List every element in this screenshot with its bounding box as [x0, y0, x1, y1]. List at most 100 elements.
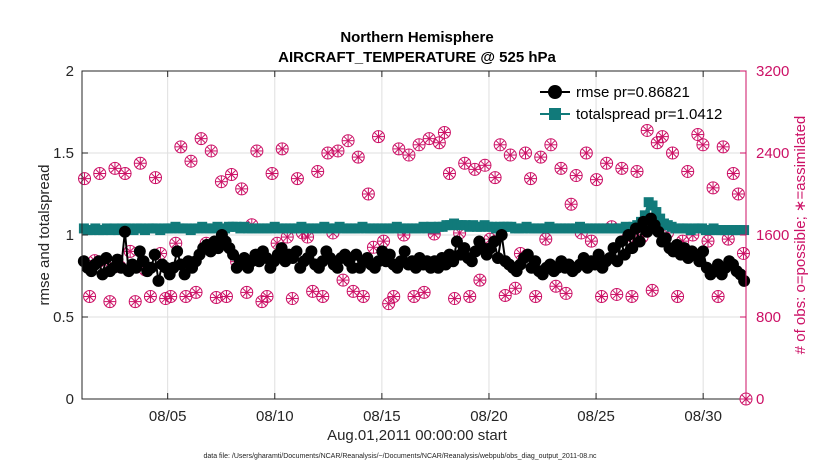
obs-assimilated-marker-stroke: [85, 291, 95, 302]
y2-axis-label: # of obs: o=possible; ∗=assimilated: [792, 116, 809, 355]
obs-assimilated-marker-stroke: [384, 299, 394, 309]
obs-assimilated-marker-stroke: [404, 150, 414, 160]
obs-assimilated-marker: [423, 132, 436, 145]
obs-assimilated-marker: [413, 138, 426, 151]
obs-assimilated-marker-stroke: [287, 293, 297, 304]
obs-assimilated-marker: [701, 235, 714, 248]
y-tick-label: 2: [66, 63, 74, 80]
obs-assimilated-marker: [549, 280, 562, 293]
rmse-point: [118, 225, 131, 238]
obs-assimilated-marker: [392, 142, 405, 155]
obs-assimilated-marker-stroke: [708, 183, 718, 193]
obs-assimilated-marker-stroke: [166, 291, 176, 302]
obs-assimilated-marker-stroke: [363, 189, 373, 199]
obs-assimilated-marker-stroke: [292, 174, 303, 184]
rmse-point: [633, 235, 646, 248]
obs-assimilated-marker: [560, 287, 573, 300]
obs-assimilated-marker-stroke: [657, 132, 667, 142]
obs-assimilated-marker-stroke: [313, 166, 323, 177]
obs-assimilated-marker-stroke: [358, 291, 368, 302]
obs-assimilated-marker: [321, 147, 334, 159]
legend-spread-label: totalspread pr=1.0412: [576, 106, 722, 123]
obs-assimilated-marker-stroke: [378, 236, 389, 246]
obs-assimilated-marker: [656, 130, 669, 143]
obs-assimilated-marker-stroke: [500, 290, 510, 301]
x-tick-label: 08/10: [256, 408, 294, 425]
rmse-point: [697, 245, 710, 258]
obs-assimilated-marker: [732, 188, 745, 200]
x-tick-label: 08/20: [470, 408, 508, 425]
obs-assimilated-marker-stroke: [460, 158, 470, 168]
obs-assimilated-marker: [103, 295, 116, 308]
obs-assimilated-marker-stroke: [475, 275, 485, 285]
obs-assimilated-marker: [504, 149, 517, 162]
rmse-point: [465, 255, 478, 268]
obs-assimilated-marker-stroke: [495, 140, 505, 150]
obs-assimilated-marker-stroke: [439, 127, 450, 138]
obs-assimilated-marker: [570, 169, 583, 182]
obs-assimilated-marker-stroke: [135, 158, 145, 168]
rmse-point: [495, 229, 508, 241]
obs-assimilated-marker: [311, 165, 324, 178]
obs-assimilated-marker-stroke: [95, 168, 105, 179]
obs-assimilated-marker-stroke: [176, 142, 186, 152]
obs-assimilated-marker: [408, 290, 420, 303]
axes: 08/05 08/10 08/15 08/20 08/25 08/30 0 0.5 1 1.5 2 0…: [53, 63, 789, 425]
obs-assimilated-marker: [519, 147, 532, 159]
obs-assimilated-marker: [696, 138, 709, 151]
obs-assimilated-marker-stroke: [591, 175, 602, 185]
obs-assimilated-marker: [641, 124, 654, 137]
obs-assimilated-marker: [463, 290, 476, 303]
obs-assimilated-marker: [691, 128, 704, 141]
totalspread-point: [647, 200, 658, 211]
obs-assimilated-marker: [210, 291, 223, 304]
totalspread-point: [739, 225, 750, 236]
rmse-point: [100, 251, 113, 264]
obs-assimilated-marker-stroke: [672, 291, 683, 302]
obs-assimilated-marker-stroke: [353, 152, 363, 162]
rmse-point: [148, 248, 161, 261]
obs-assimilated-marker-stroke: [424, 134, 434, 144]
rmse-point: [331, 261, 344, 274]
obs-assimilated-marker: [539, 233, 552, 246]
legend-rmse-label: rmse pr=0.86821: [576, 84, 690, 101]
obs-assimilated-marker-stroke: [161, 293, 171, 304]
y-axis-label: rmse and totalspread: [36, 165, 53, 306]
obs-assimilated-marker: [266, 167, 279, 180]
obs-assimilated-marker-stroke: [581, 148, 591, 158]
y2-tick-label: 3200: [756, 63, 789, 80]
obs-assimilated-marker: [529, 290, 542, 303]
obs-assimilated-marker: [179, 290, 192, 303]
obs-assimilated-marker: [737, 247, 750, 260]
obs-assimilated-marker: [585, 235, 598, 248]
obs-assimilated-marker-stroke: [434, 138, 444, 148]
obs-assimilated-marker: [473, 274, 486, 287]
obs-assimilated-marker: [615, 162, 628, 175]
obs-assimilated-marker-stroke: [394, 144, 404, 154]
obs-assimilated-marker: [666, 147, 679, 159]
obs-assimilated-marker: [281, 231, 294, 244]
obs-assimilated-marker: [235, 182, 248, 195]
obs-assimilated-marker: [712, 290, 725, 303]
obs-assimilated-marker-stroke: [226, 169, 237, 180]
obs-assimilated-marker-stroke: [343, 136, 353, 146]
y2-tick-label: 800: [756, 309, 781, 326]
obs-assimilated-marker-stroke: [277, 144, 287, 154]
obs-assimilated-marker-stroke: [282, 232, 292, 242]
obs-assimilated-marker: [468, 163, 481, 176]
obs-assimilated-marker: [565, 198, 578, 211]
obs-assimilated-marker: [134, 157, 147, 170]
chart-title: Northern Hemisphere: [340, 29, 493, 46]
obs-assimilated-marker: [119, 167, 132, 180]
y-tick-label: 0: [66, 391, 74, 408]
obs-assimilated-marker-stroke: [693, 129, 703, 140]
obs-assimilated-marker: [357, 290, 370, 303]
obs-assimilated-marker-stroke: [272, 238, 282, 248]
obs-assimilated-marker-stroke: [480, 160, 490, 170]
obs-assimilated-marker-stroke: [525, 174, 536, 184]
x-axis-label: Aug.01,2011 00:00:00 start: [327, 427, 508, 444]
obs-assimilated-marker: [554, 162, 567, 175]
obs-assimilated-marker-stroke: [627, 291, 637, 302]
obs-assimilated-marker-stroke: [308, 286, 318, 296]
totalspread-point: [651, 207, 662, 218]
